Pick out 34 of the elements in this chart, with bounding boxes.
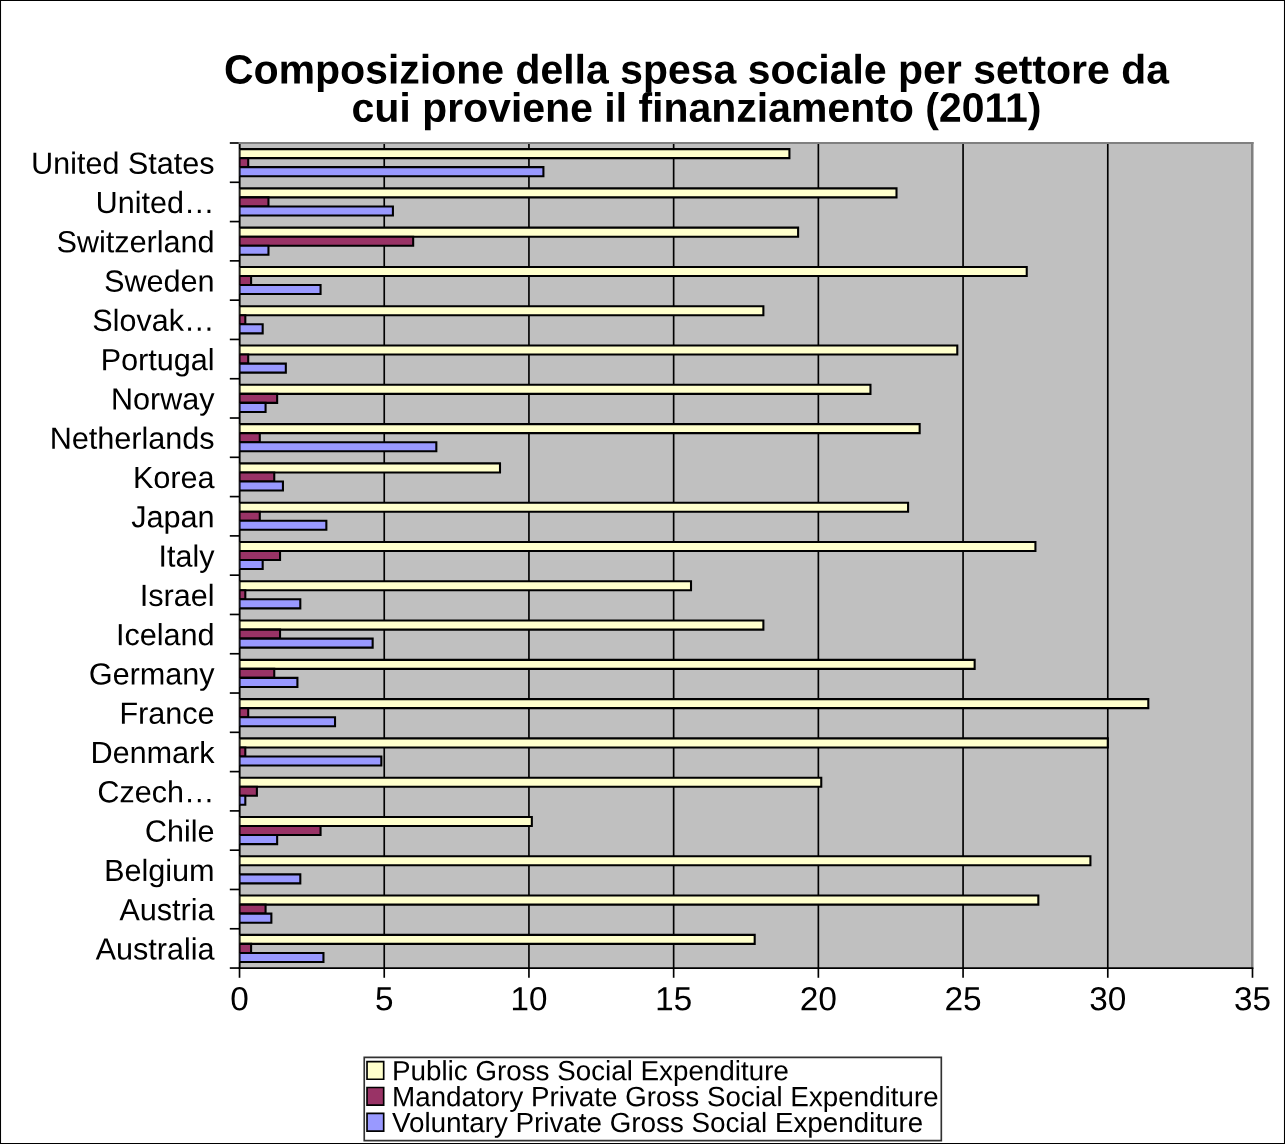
y-tick-label: Germany [90, 663, 215, 691]
y-tick-label: Denmark [93, 740, 215, 764]
chart-title: Composizione della spesa sociale per settore da cui proviene il finanziamento (2011) [225, 53, 1170, 131]
y-tick-label: United States [33, 151, 214, 175]
y-tick-label: Belgium [106, 858, 213, 888]
legend-label: Public Gross Social Expenditure [394, 1060, 788, 1086]
x-tick-label: 30 [1090, 986, 1126, 1011]
y-tick-label: Switzerland [57, 230, 213, 253]
y-tick-label: Iceland [118, 623, 213, 646]
y-tick-label: Portugal [103, 348, 213, 377]
x-tick-label: 20 [801, 986, 836, 1011]
x-tick-label: 25 [946, 986, 981, 1011]
x-tick-label: 10 [512, 986, 547, 1011]
y-tick-label: Slovak… [93, 308, 211, 332]
y-tick-label: Israel [142, 583, 213, 607]
y-tick-label: Japan [131, 506, 213, 534]
x-tick-label: 0 [231, 986, 248, 1011]
y-tick-label: Korea [135, 467, 215, 489]
legend-label: Mandatory Private Gross Social Expenditure [394, 1086, 938, 1112]
y-tick-label: Czech… [98, 780, 211, 803]
x-tick-label: 35 [1235, 986, 1270, 1011]
y-tick-label: Norway [113, 388, 215, 416]
x-tick-label: 15 [657, 987, 691, 1011]
y-tick-label: Chile [146, 819, 214, 842]
y-tick-label: Italy [161, 544, 215, 573]
bar [239, 873, 302, 885]
y-tick-label: Austria [119, 898, 215, 921]
y-tick-label: Australia [95, 937, 215, 960]
legend-label: Voluntary Private Gross Social Expenditure [392, 1111, 922, 1138]
y-tick-label: Netherlands [52, 426, 214, 450]
x-tick-label: 5 [376, 987, 393, 1011]
y-tick-label: France [121, 702, 214, 725]
y-tick-label: United… [98, 190, 211, 214]
y-tick-label: Sweden [105, 269, 213, 292]
